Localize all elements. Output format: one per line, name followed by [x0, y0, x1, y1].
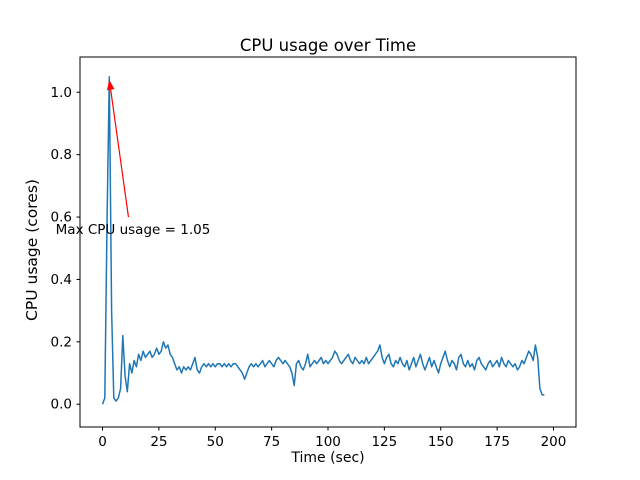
x-axis-label: Time (sec) [290, 450, 364, 466]
y-tick-label: 0.4 [51, 272, 72, 288]
annotation-arrowhead-icon [106, 79, 115, 91]
cpu-usage-line [101, 75, 545, 405]
axes: 0 25 50 75 100 125 150 175 200 0.0 0.2 0.4 0.6 0.8 1.0 [51, 56, 577, 450]
plot-frame [79, 56, 577, 428]
x-tick-label: 200 [541, 434, 567, 450]
x-tick-label: 0 [98, 434, 107, 450]
y-tick-label: 0.8 [51, 147, 72, 163]
y-tick-label: 1.0 [51, 85, 72, 101]
chart-title: CPU usage over Time [240, 36, 416, 55]
x-tick-label: 125 [371, 434, 397, 450]
y-tick-label: 0.2 [51, 334, 72, 350]
x-tick-label: 175 [484, 434, 510, 450]
y-tick-label: 0.6 [51, 210, 72, 226]
annotation-text: Max CPU usage = 1.05 [56, 222, 211, 238]
y-tick-label: 0.0 [51, 397, 72, 413]
y-axis-label: CPU usage (cores) [23, 179, 41, 321]
x-tick-label: 100 [315, 434, 341, 450]
max-annotation: Max CPU usage = 1.05 [56, 79, 211, 238]
annotation-arrow [110, 89, 130, 218]
x-tick-label: 150 [428, 434, 454, 450]
x-tick-label: 25 [150, 434, 167, 450]
x-tick-label: 75 [263, 434, 280, 450]
x-tick-label: 50 [207, 434, 224, 450]
